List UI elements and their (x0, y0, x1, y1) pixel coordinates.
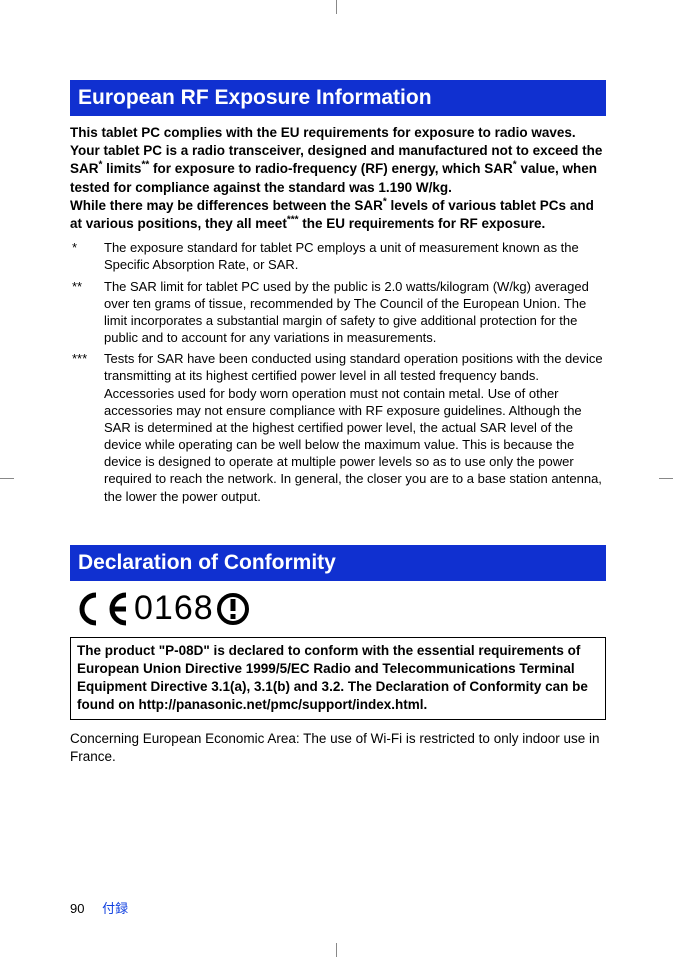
page-footer: 90 付録 (70, 898, 128, 917)
footnote-row: *** Tests for SAR have been conducted us… (70, 350, 606, 504)
footnote-text: The SAR limit for tablet PC used by the … (104, 278, 606, 347)
crop-mark (336, 0, 337, 14)
ce-marking-row: 0168 (70, 589, 606, 629)
intro-text: limits (102, 161, 141, 176)
alert-icon (216, 592, 250, 626)
ce-number: 0168 (134, 589, 214, 628)
footnote-row: * The exposure standard for tablet PC em… (70, 239, 606, 273)
section-heading-conformity: Declaration of Conformity (70, 545, 606, 581)
crop-mark (0, 478, 14, 479)
footnotes: * The exposure standard for tablet PC em… (70, 239, 606, 504)
eea-note: Concerning European Economic Area: The u… (70, 730, 606, 766)
declaration-box: The product "P-08D" is declared to confo… (70, 637, 606, 720)
footnote-mark: *** (70, 350, 104, 504)
intro-text: This tablet PC complies with the EU requ… (70, 125, 576, 140)
appendix-label: 付録 (102, 901, 128, 916)
page-number: 90 (70, 901, 84, 916)
intro-paragraph: This tablet PC complies with the EU requ… (70, 124, 606, 233)
intro-text: While there may be differences between t… (70, 198, 383, 213)
footnote-mark: ** (70, 278, 104, 347)
intro-text: the EU requirements for RF exposure. (299, 216, 546, 231)
footnote-row: ** The SAR limit for tablet PC used by t… (70, 278, 606, 347)
footnote-text: The exposure standard for tablet PC empl… (104, 239, 606, 273)
intro-text: for exposure to radio-frequency (RF) ene… (149, 161, 513, 176)
crop-mark (659, 478, 673, 479)
ce-mark-icon (70, 591, 132, 627)
section-heading-rf: European RF Exposure Information (70, 80, 606, 116)
footnote-text: Tests for SAR have been conducted using … (104, 350, 606, 504)
footnote-mark: * (70, 239, 104, 273)
sup-star: *** (287, 215, 299, 226)
page-content: European RF Exposure Information This ta… (70, 40, 606, 917)
crop-mark (336, 943, 337, 957)
